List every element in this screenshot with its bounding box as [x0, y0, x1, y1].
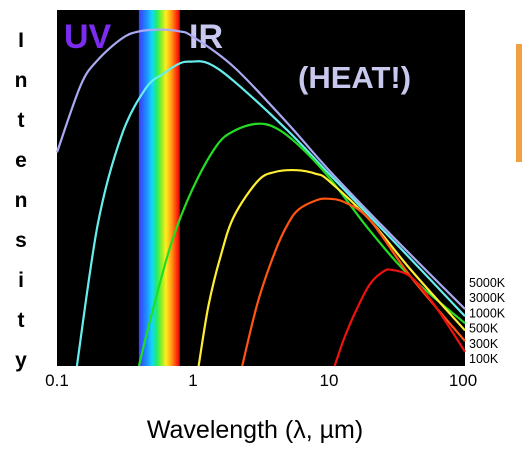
series-curves: [55, 28, 466, 367]
legend-label-100k: 100K: [469, 352, 499, 366]
legend-label-300k: 300K: [469, 337, 499, 351]
curve-5000k: [55, 28, 466, 310]
legend-label-500k: 500K: [469, 322, 499, 336]
y-axis-letter: e: [15, 149, 27, 172]
legend-label-3000k: 3000K: [469, 291, 506, 305]
x-tick-label-1: 1: [188, 371, 197, 390]
y-axis-letter: t: [18, 309, 25, 332]
heat-label: (HEAT!): [298, 60, 411, 95]
x-tick-label-0.1: 0.1: [45, 371, 69, 390]
curve-300k: [241, 197, 466, 367]
x-tick-label-10: 10: [320, 371, 339, 390]
visible-spectrum-band: [138, 10, 180, 366]
curve-500k: [197, 169, 466, 367]
uv-label: UV: [64, 18, 112, 56]
legend-label-5000k: 5000K: [469, 276, 506, 290]
y-axis-letter: i: [18, 269, 24, 292]
curve-3000k: [75, 60, 466, 367]
y-axis-letter: s: [15, 229, 27, 252]
x-tick-label-100: 100: [449, 371, 477, 390]
plot-area: [57, 10, 465, 366]
legend-label-1000k: 1000K: [469, 306, 506, 320]
y-axis-letter: n: [15, 189, 28, 212]
y-axis-letter: t: [18, 109, 25, 132]
y-axis-letter: I: [18, 29, 24, 52]
x-axis-label: Wavelength (λ, µm): [147, 416, 363, 444]
y-axis-letter: n: [15, 69, 28, 92]
y-axis-letter: y: [15, 349, 27, 372]
sticky-note-fragment: [516, 44, 522, 162]
curve-1000k: [137, 122, 466, 367]
curve-100k: [333, 268, 466, 367]
